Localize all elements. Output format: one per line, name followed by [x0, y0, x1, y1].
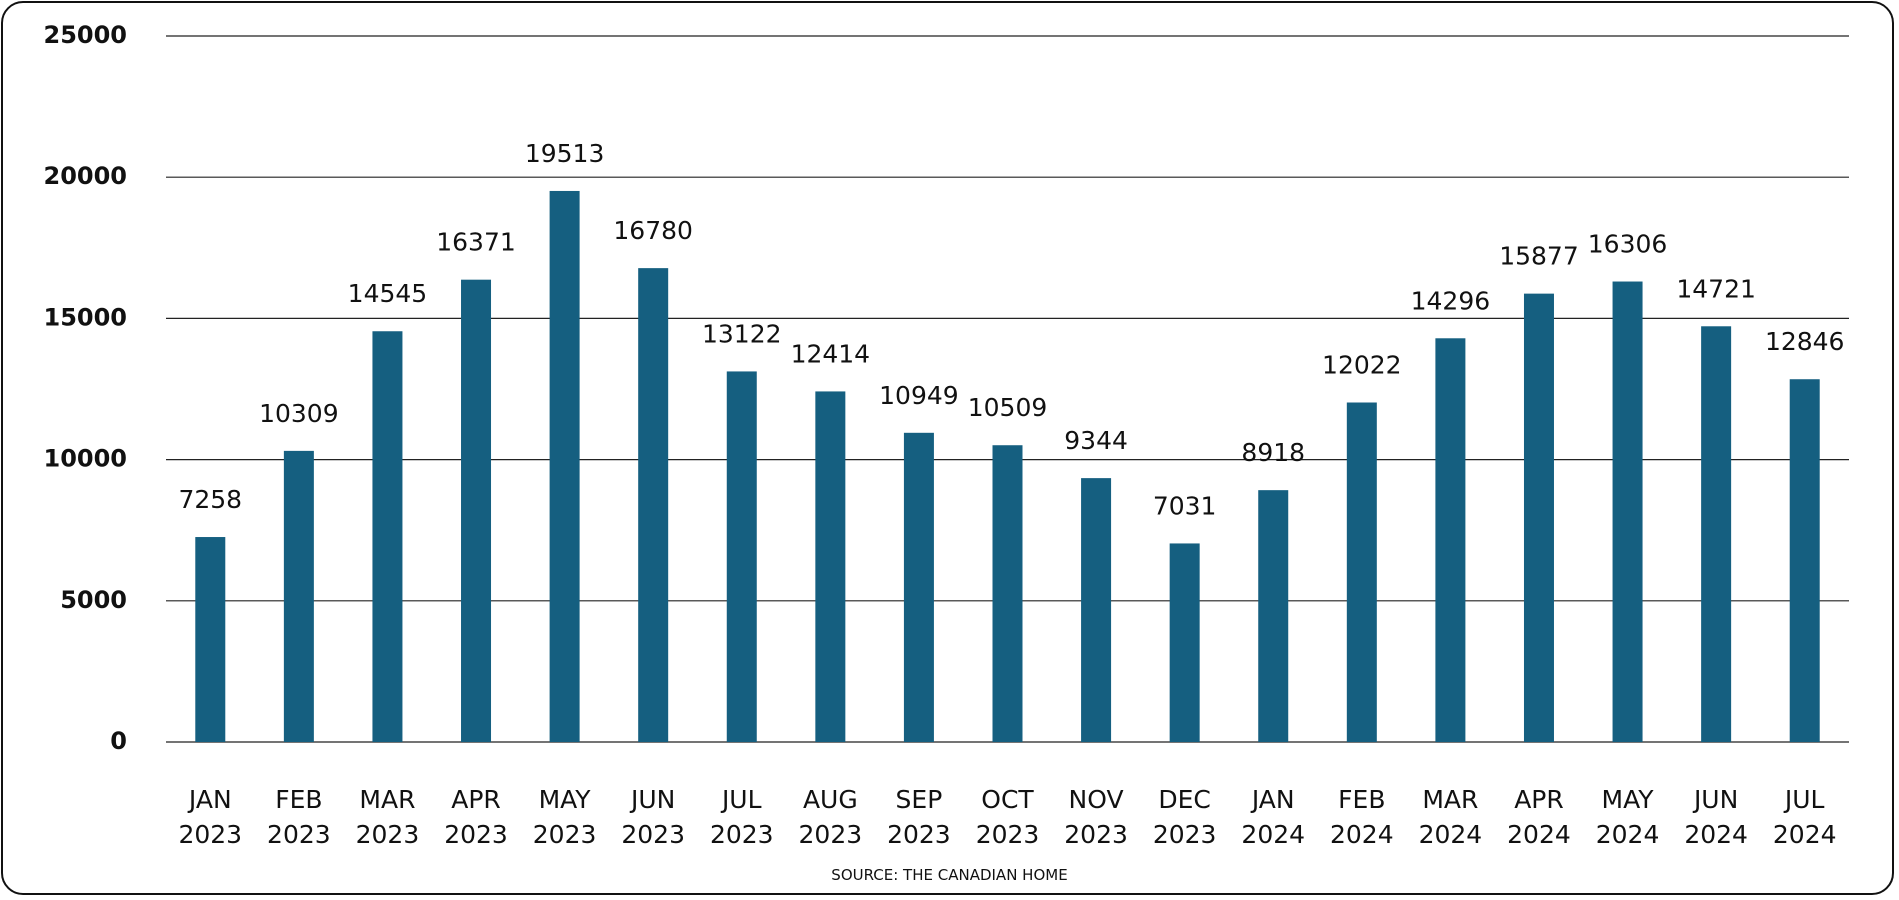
value-label: 12022: [1322, 350, 1402, 379]
x-tick-label: NOV 2023: [1064, 785, 1128, 849]
bar: [1523, 293, 1554, 742]
y-tick-label: 20000: [44, 162, 128, 190]
bar: [1346, 402, 1377, 742]
value-label: 15877: [1499, 242, 1579, 271]
x-tick-label: JAN 2024: [1241, 785, 1306, 849]
value-label: 9344: [1064, 426, 1128, 455]
bar: [195, 537, 226, 742]
bar: [1789, 379, 1820, 742]
x-tick-label: JAN 2023: [178, 785, 243, 849]
bar: [1701, 326, 1732, 742]
x-tick-label: FEB 2023: [267, 785, 331, 849]
bar: [815, 391, 846, 742]
value-label: 10309: [259, 399, 339, 428]
value-label: 12414: [791, 339, 871, 368]
bar: [1169, 543, 1200, 742]
source: SOURCE: THE CANADIAN HOME: [831, 866, 1068, 884]
y-tick-label: 5000: [60, 586, 127, 614]
x-tick-label: MAR 2024: [1418, 785, 1483, 849]
value-label: 14545: [348, 279, 428, 308]
value-label: 8918: [1241, 438, 1305, 467]
x-tick-label: JUL 2024: [1772, 785, 1837, 849]
value-label: 14296: [1411, 286, 1491, 315]
x-tick-label: MAR 2023: [355, 785, 420, 849]
bar: [549, 190, 580, 742]
y-tick-label: 25000: [44, 21, 128, 49]
bar: [1612, 281, 1643, 742]
x-tick-label: SEP 2023: [887, 785, 951, 849]
bar: [372, 331, 403, 742]
y-tick-label: 0: [110, 727, 127, 755]
x-tick-label: APR 2023: [444, 785, 508, 849]
bar: [461, 279, 492, 742]
value-label: 14721: [1676, 274, 1756, 303]
value-label: 10949: [879, 381, 959, 410]
x-tick-label: AUG 2023: [798, 785, 863, 849]
bar: [283, 450, 314, 742]
x-tick-label: JUN 2023: [621, 785, 685, 849]
y-tick-label: 10000: [44, 445, 128, 473]
value-label: 16780: [613, 216, 693, 245]
value-label: 16306: [1588, 230, 1668, 259]
x-tick-label: MAY 2023: [532, 785, 597, 849]
x-tick-label: JUL 2023: [709, 785, 774, 849]
bar: [903, 432, 934, 742]
bar: [1435, 338, 1466, 742]
bar: [1258, 490, 1289, 742]
value-label: 19513: [525, 139, 605, 168]
x-tick-label: OCT 2023: [975, 785, 1040, 849]
bar: [638, 268, 669, 742]
value-label: 7031: [1153, 491, 1217, 520]
bar: [1081, 478, 1112, 742]
x-tick-label: JUN 2024: [1684, 785, 1748, 849]
x-tick-label: FEB 2024: [1330, 785, 1394, 849]
value-label: 16371: [436, 228, 516, 257]
value-label: 13122: [702, 319, 782, 348]
bar: [726, 371, 757, 742]
value-label: 7258: [178, 485, 242, 514]
value-label: 12846: [1765, 327, 1845, 356]
value-label: 10509: [968, 393, 1048, 422]
x-tick-label: MAY 2024: [1595, 785, 1660, 849]
bar: [992, 445, 1023, 742]
y-tick-label: 15000: [44, 303, 128, 331]
x-tick-label: APR 2024: [1507, 785, 1571, 849]
x-tick-label: DEC 2023: [1152, 785, 1217, 849]
